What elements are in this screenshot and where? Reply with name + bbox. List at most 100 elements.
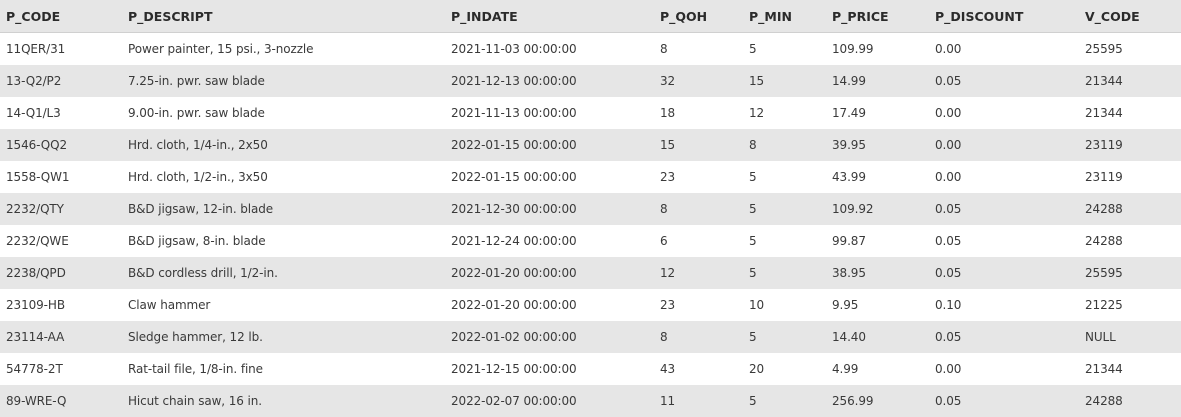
table-cell: 21344 (1085, 106, 1123, 120)
table-cell: Hrd. cloth, 1/4-in., 2x50 (128, 138, 268, 152)
table-cell: 2021-12-15 00:00:00 (451, 362, 577, 376)
table-cell: Claw hammer (128, 298, 211, 312)
table-cell: 0.05 (935, 234, 962, 248)
table-cell: B&D jigsaw, 12-in. blade (128, 202, 274, 216)
table-row[interactable]: 1558-QW1 Hrd. cloth, 1/2-in., 3x50 2022-01… (0, 161, 1181, 193)
table-cell: 21344 (1085, 362, 1123, 376)
table-cell: Rat-tail file, 1/8-in. fine (128, 362, 263, 376)
table-cell: 18 (660, 106, 676, 120)
table-cell: 32 (660, 74, 676, 88)
table-cell: 109.99 (832, 42, 874, 56)
table-cell: 21344 (1085, 74, 1123, 88)
table-cell: 12 (660, 266, 676, 280)
table-cell: 0.05 (935, 330, 962, 344)
column-header[interactable]: P_INDATE (451, 8, 518, 24)
table-row[interactable]: 1546-QQ2 Hrd. cloth, 1/4-in., 2x50 2022-01… (0, 129, 1181, 161)
table-cell: 15 (749, 74, 765, 88)
column-header[interactable]: P_PRICE (832, 8, 889, 24)
table-cell: 38.95 (832, 266, 866, 280)
table-cell: 1558-QW1 (6, 170, 70, 184)
table-row[interactable]: 14-Q1/L3 9.00-in. pwr. saw blade 2021-11-1… (0, 97, 1181, 129)
table-row[interactable]: 89-WRE-Q Hicut chain saw, 16 in. 2022-02-0… (0, 385, 1181, 417)
table-cell: Power painter, 15 psi., 3-nozzle (128, 42, 314, 56)
table-cell: 0.05 (935, 202, 962, 216)
table-cell: 0.00 (935, 170, 962, 184)
table-cell: 15 (660, 138, 676, 152)
table-cell: 0.00 (935, 106, 962, 120)
table-cell: 23 (660, 170, 676, 184)
table-cell: 2022-01-15 00:00:00 (451, 138, 577, 152)
table-cell: 8 (660, 330, 668, 344)
table-row[interactable]: 23114-AA Sledge hammer, 12 lb. 2022-01-02 … (0, 321, 1181, 353)
table-row[interactable]: 2232/QTY B&D jigsaw, 12-in. blade 2021-12-… (0, 193, 1181, 225)
table-cell: 23119 (1085, 170, 1123, 184)
table-cell: 5 (749, 394, 757, 408)
table-cell: 2022-01-15 00:00:00 (451, 170, 577, 184)
table-cell: 5 (749, 202, 757, 216)
table-cell: 8 (660, 42, 668, 56)
table-cell: 14-Q1/L3 (6, 106, 61, 120)
table-cell: 2021-12-30 00:00:00 (451, 202, 577, 216)
table-cell: 25595 (1085, 42, 1123, 56)
column-header[interactable]: V_CODE (1085, 8, 1140, 24)
table-cell: B&D jigsaw, 8-in. blade (128, 234, 266, 248)
table-cell: 43.99 (832, 170, 866, 184)
table-cell: 23119 (1085, 138, 1123, 152)
table-cell: 39.95 (832, 138, 866, 152)
table-row[interactable]: 2238/QPD B&D cordless drill, 1/2-in. 2022-… (0, 257, 1181, 289)
table-row[interactable]: 11QER/31 Power painter, 15 psi., 3-nozzle… (0, 33, 1181, 65)
table-row[interactable]: 2232/QWE B&D jigsaw, 8-in. blade 2021-12-2… (0, 225, 1181, 257)
table-cell: 24288 (1085, 234, 1123, 248)
table-cell: 2232/QTY (6, 202, 64, 216)
table-cell: 2238/QPD (6, 266, 66, 280)
column-header[interactable]: P_DESCRIPT (128, 8, 213, 24)
column-header[interactable]: P_QOH (660, 8, 708, 24)
table-cell: 2021-11-13 00:00:00 (451, 106, 577, 120)
column-header[interactable]: P_DISCOUNT (935, 8, 1024, 24)
table-cell: 99.87 (832, 234, 866, 248)
table-cell: 256.99 (832, 394, 874, 408)
table-cell: 89-WRE-Q (6, 394, 67, 408)
table-cell: 43 (660, 362, 676, 376)
table-cell: 2232/QWE (6, 234, 69, 248)
column-header[interactable]: P_MIN (749, 8, 792, 24)
table-cell: 5 (749, 170, 757, 184)
table-cell: 109.92 (832, 202, 874, 216)
table-cell: 23 (660, 298, 676, 312)
table-cell: 24288 (1085, 394, 1123, 408)
table-cell: 0.05 (935, 74, 962, 88)
table-cell: 5 (749, 330, 757, 344)
table-cell: 24288 (1085, 202, 1123, 216)
table-cell: 2022-01-02 00:00:00 (451, 330, 577, 344)
table-row[interactable]: 54778-2T Rat-tail file, 1/8-in. fine 2021-… (0, 353, 1181, 385)
table-cell: 17.49 (832, 106, 866, 120)
table-cell: 5 (749, 266, 757, 280)
table-cell: 1546-QQ2 (6, 138, 68, 152)
table-cell: 4.99 (832, 362, 859, 376)
table-cell: B&D cordless drill, 1/2-in. (128, 266, 278, 280)
table-row[interactable]: 23109-HB Claw hammer 2022-01-20 00:00:00 23… (0, 289, 1181, 321)
table-cell: 12 (749, 106, 765, 120)
table-cell: 23109-HB (6, 298, 65, 312)
table-cell: 0.05 (935, 394, 962, 408)
table-cell: Hrd. cloth, 1/2-in., 3x50 (128, 170, 268, 184)
table-cell: 0.00 (935, 138, 962, 152)
table-cell: 25595 (1085, 266, 1123, 280)
table-cell: 0.10 (935, 298, 962, 312)
table-cell: 2022-01-20 00:00:00 (451, 298, 577, 312)
table-cell: 7.25-in. pwr. saw blade (128, 74, 265, 88)
table-cell: 11 (660, 394, 676, 408)
table-cell: 6 (660, 234, 668, 248)
table-row[interactable]: 13-Q2/P2 7.25-in. pwr. saw blade 2021-12-1… (0, 65, 1181, 97)
table-cell: 13-Q2/P2 (6, 74, 62, 88)
table-cell: 23114-AA (6, 330, 65, 344)
table-cell: 2022-02-07 00:00:00 (451, 394, 577, 408)
column-header[interactable]: P_CODE (6, 8, 61, 24)
table-cell: 0.00 (935, 362, 962, 376)
table-cell: Hicut chain saw, 16 in. (128, 394, 262, 408)
table-cell: 21225 (1085, 298, 1123, 312)
table-cell: 5 (749, 234, 757, 248)
table-cell: 14.99 (832, 74, 866, 88)
table-cell: 2021-12-13 00:00:00 (451, 74, 577, 88)
